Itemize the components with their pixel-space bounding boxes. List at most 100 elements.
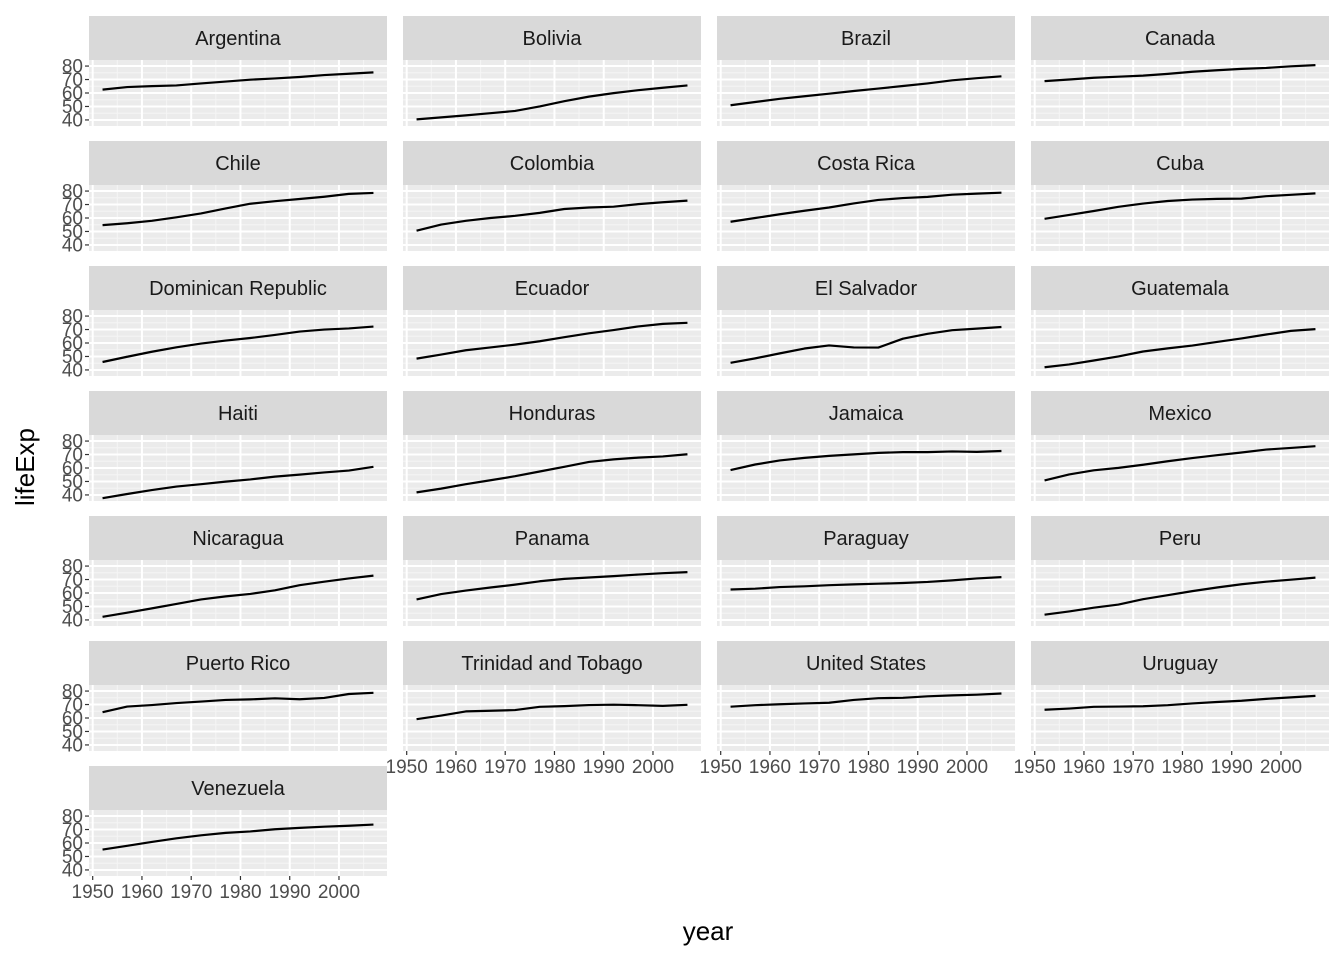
- x-tick-label: 1980: [847, 757, 889, 778]
- series-line: [102, 465, 374, 500]
- y-tick-label: 40: [62, 860, 83, 881]
- y-tick-label: 50: [62, 847, 83, 868]
- y-tick-label: 80: [62, 307, 83, 328]
- x-tick-label: 1960: [749, 757, 791, 778]
- series-line: [102, 574, 374, 618]
- facet-label: Puerto Rico: [186, 653, 291, 675]
- facet-strip: [403, 391, 701, 435]
- facet-panel: Costa Rica: [717, 141, 1015, 251]
- series-line: [1044, 576, 1316, 616]
- y-tick-label: 80: [62, 807, 83, 828]
- series-line: [102, 191, 374, 227]
- facet-strip: [717, 391, 1015, 435]
- x-tick-label: 1980: [1161, 757, 1203, 778]
- y-tick-label: 60: [62, 459, 83, 480]
- facet-panel: Jamaica: [717, 391, 1015, 501]
- y-tick-label: 50: [62, 97, 83, 118]
- x-tick-label: 1950: [1014, 757, 1056, 778]
- facet-strip: [89, 516, 387, 560]
- y-tick-label: 40: [62, 110, 83, 131]
- facet-panel: Ecuador: [403, 266, 701, 376]
- facet-strip: [717, 141, 1015, 185]
- x-tick-label: 1970: [1112, 757, 1154, 778]
- y-tick-label: 60: [62, 584, 83, 605]
- series-line: [416, 703, 688, 721]
- facet-label: Jamaica: [829, 403, 904, 425]
- x-tick-label: 2000: [1260, 757, 1302, 778]
- x-tick-label: 1950: [72, 882, 114, 903]
- facet-label: Ecuador: [515, 278, 590, 300]
- y-tick-label: 60: [62, 209, 83, 230]
- facet-strip: [403, 516, 701, 560]
- x-tick-label: 1980: [533, 757, 575, 778]
- x-axis-title: year: [683, 916, 734, 946]
- y-tick-label: 50: [62, 347, 83, 368]
- facet-strip: [403, 141, 701, 185]
- facet-label: United States: [806, 653, 926, 675]
- facet-strip: [717, 16, 1015, 60]
- facet-strip: [89, 641, 387, 685]
- y-tick-label: 70: [62, 695, 83, 716]
- facet-strip: [717, 641, 1015, 685]
- facet-strip: [89, 391, 387, 435]
- facet-strip: [1031, 141, 1329, 185]
- facet-strip: [403, 266, 701, 310]
- y-tick-label: 70: [62, 70, 83, 91]
- series-line: [1044, 445, 1316, 482]
- series-line: [102, 71, 374, 91]
- facet-strip: [1031, 516, 1329, 560]
- facet-label: Bolivia: [523, 28, 583, 50]
- y-tick-label: 60: [62, 84, 83, 105]
- facet-strip: [403, 16, 701, 60]
- y-tick-label: 50: [62, 597, 83, 618]
- facet-label: Colombia: [510, 153, 595, 175]
- series-line: [1044, 64, 1316, 83]
- facet-strip: [89, 141, 387, 185]
- y-axis-title: lifeExp: [10, 428, 40, 506]
- y-tick-label: 40: [62, 235, 83, 256]
- series-line: [1044, 694, 1316, 711]
- facet-panel: Panama: [403, 516, 701, 626]
- y-tick-label: 80: [62, 432, 83, 453]
- x-tick-label: 1990: [1211, 757, 1253, 778]
- facet-strip: [89, 266, 387, 310]
- facet-strip: [1031, 16, 1329, 60]
- y-tick-label: 70: [62, 820, 83, 841]
- y-tick-label: 80: [62, 682, 83, 703]
- facet-label: Haiti: [218, 403, 258, 425]
- x-tick-label: 1990: [897, 757, 939, 778]
- x-tick-label: 1960: [435, 757, 477, 778]
- y-tick-label: 50: [62, 722, 83, 743]
- series-line: [730, 692, 1002, 708]
- y-tick-label: 40: [62, 485, 83, 506]
- facet-label: Nicaragua: [192, 528, 284, 550]
- x-tick-label: 1970: [484, 757, 526, 778]
- facet-panel: Guatemala: [1031, 266, 1329, 376]
- x-tick-label: 2000: [632, 757, 674, 778]
- facet-label: Uruguay: [1142, 653, 1218, 675]
- x-tick-label: 1970: [798, 757, 840, 778]
- series-line: [102, 823, 374, 851]
- facet-panel: Trinidad and Tobago 1950 1960 1970 1980 1990 2…: [386, 641, 701, 778]
- series-line: [730, 449, 1002, 472]
- x-tick-label: 1980: [219, 882, 261, 903]
- series-line: [1044, 328, 1316, 369]
- y-tick-label: 60: [62, 334, 83, 355]
- y-tick-label: 60: [62, 834, 83, 855]
- facet-label: Venezuela: [191, 778, 285, 800]
- y-tick-label: 80: [62, 57, 83, 78]
- y-tick-label: 80: [62, 557, 83, 578]
- facet-panel: Cuba: [1031, 141, 1329, 251]
- facet-label: Cuba: [1156, 153, 1205, 175]
- facet-panel: Colombia: [403, 141, 701, 251]
- facet-label: Chile: [215, 153, 261, 175]
- facet-panel: Brazil: [717, 16, 1015, 126]
- facet-label: Mexico: [1148, 403, 1211, 425]
- facet-panel: El Salvador: [717, 266, 1015, 376]
- x-tick-label: 1990: [583, 757, 625, 778]
- y-tick-label: 50: [62, 472, 83, 493]
